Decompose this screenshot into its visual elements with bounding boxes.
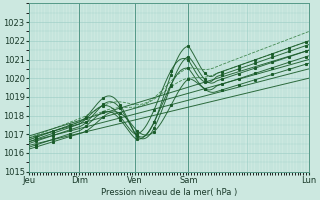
X-axis label: Pression niveau de la mer( hPa ): Pression niveau de la mer( hPa ) [101,188,237,197]
